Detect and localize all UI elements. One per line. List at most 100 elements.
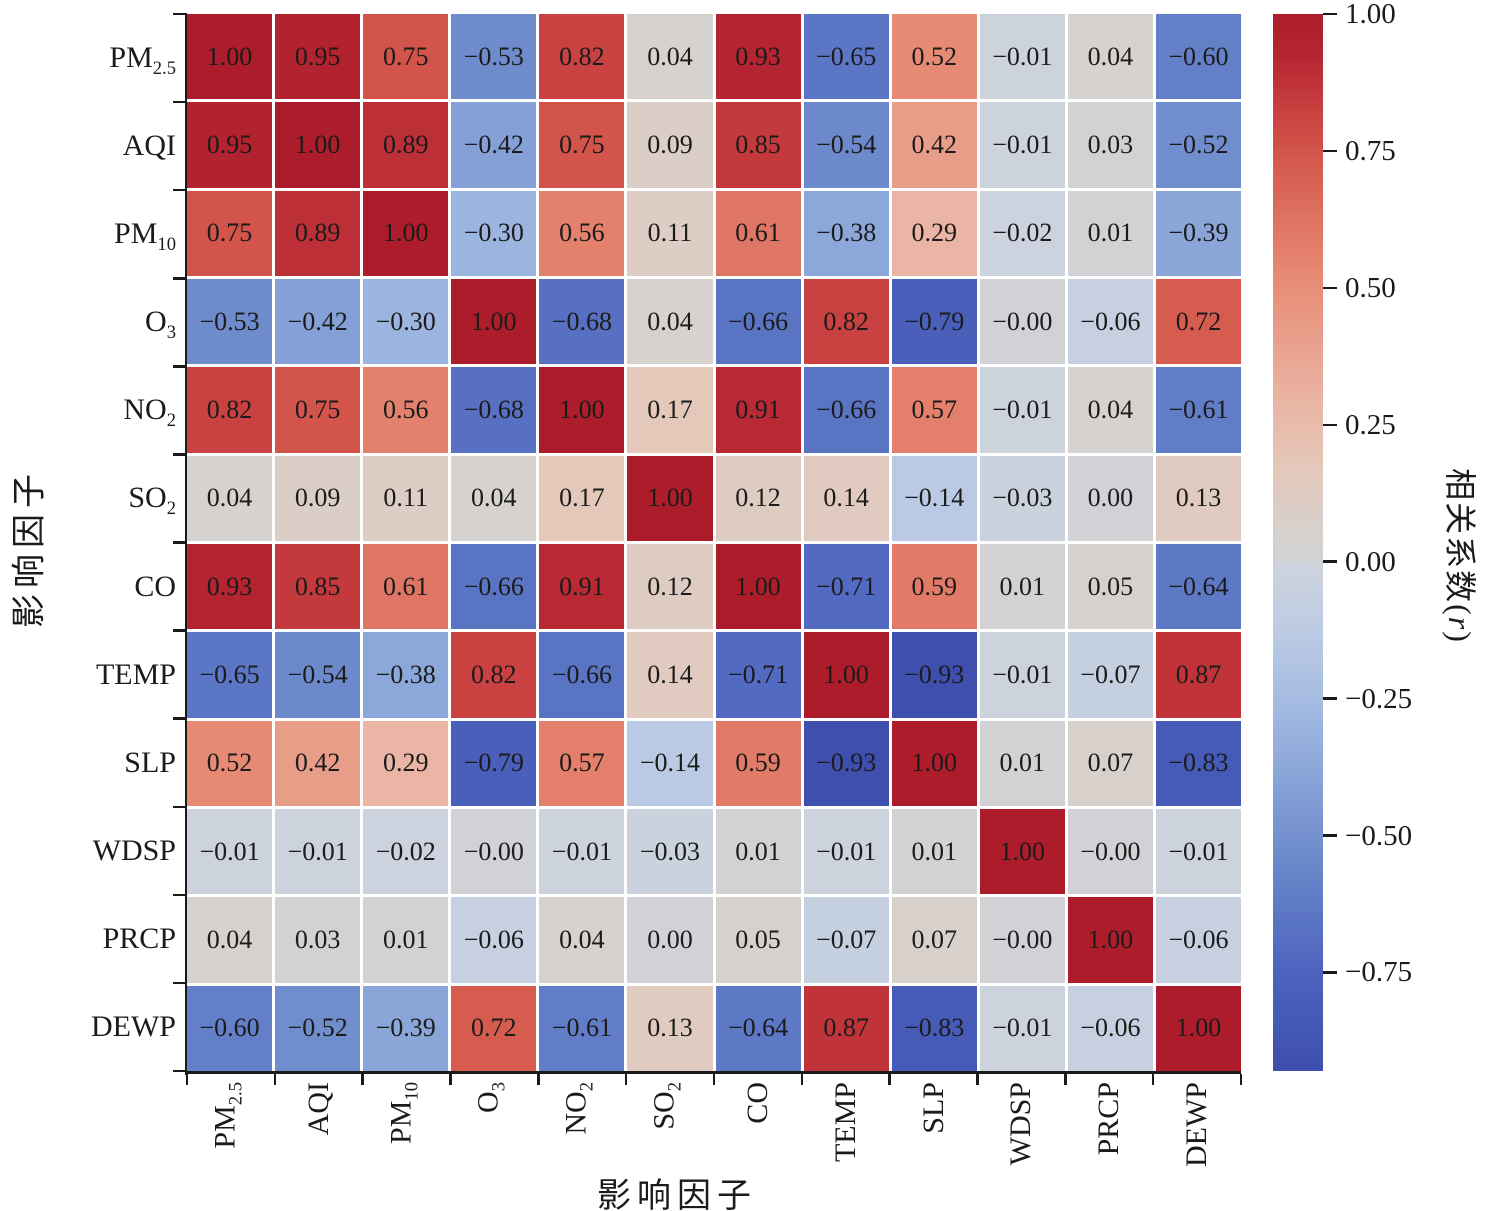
heatmap-cell: −0.65 [803,14,889,100]
heatmap-cell: −0.83 [891,985,977,1071]
heatmap-cell: 0.59 [891,544,977,630]
heatmap-cell: −0.60 [187,985,273,1071]
heatmap-cell: −0.00 [979,279,1065,365]
heatmap-cell: −0.66 [803,367,889,453]
heatmap-cell: −0.07 [803,897,889,983]
heatmap-cell: −0.68 [539,279,625,365]
heatmap-cell: −0.02 [979,190,1065,276]
heatmap-cell: 1.00 [451,279,537,365]
heatmap-cell: 0.14 [627,632,713,718]
heatmap-cell: −0.93 [803,720,889,806]
heatmap-grid: 1.00 0.95 0.75 −0.53 0.82 0.04 0.93 −0.65 0.52 −0… [187,14,1241,1071]
heatmap-cell: 0.01 [891,809,977,895]
heatmap-cell: −0.66 [539,632,625,718]
colorbar-tick-label: −0.50 [1345,819,1413,852]
heatmap-cell: −0.01 [539,809,625,895]
x-tick-label: PM2.5 [208,1082,247,1149]
y-tick-label: AQI [122,129,176,163]
colorbar-tick [1323,560,1337,563]
colorbar-tick [1323,286,1337,290]
colorbar-tick-label: 0.75 [1345,134,1396,167]
x-tick-label: NO2 [559,1082,598,1135]
heatmap-cell: −0.01 [979,14,1065,100]
x-axis-tick [1239,1073,1243,1085]
heatmap-cell: 0.95 [187,102,273,188]
heatmap-cell: 0.01 [979,544,1065,630]
heatmap-cell: 0.13 [1155,455,1241,541]
y-axis-tick [173,100,185,104]
heatmap-cell: 0.04 [627,279,713,365]
heatmap-cell: −0.01 [803,809,889,895]
heatmap-cell: 0.82 [803,279,889,365]
heatmap-cell: 0.59 [715,720,801,806]
heatmap-cell: −0.93 [891,632,977,718]
heatmap-cell: −0.64 [1155,544,1241,630]
heatmap-cell: −0.39 [1155,190,1241,276]
heatmap-cell: 0.04 [1067,14,1153,100]
y-tick-label: DEWP [91,1009,176,1043]
x-axis-tick [1151,1073,1155,1085]
y-axis-tick [173,893,185,897]
heatmap-cell: 0.05 [715,897,801,983]
y-axis-tick [173,717,185,720]
heatmap-cell: −0.14 [627,720,713,806]
heatmap-cell: −0.39 [363,985,449,1071]
heatmap-cell: 0.17 [627,367,713,453]
heatmap-cell: 0.75 [539,102,625,188]
y-axis-tick [173,365,185,368]
heatmap-cell: 1.00 [363,190,449,276]
y-axis-tick [173,981,185,985]
heatmap-cell: −0.01 [979,367,1065,453]
heatmap-cell: −0.02 [363,809,449,895]
y-axis-tick [173,12,185,16]
x-tick-label: CO [740,1082,774,1124]
heatmap-cell: 0.52 [187,720,273,806]
x-axis-title: 影响因子 [597,1178,757,1211]
heatmap-cell: 0.85 [715,102,801,188]
x-axis-tick [1064,1073,1067,1085]
heatmap-cell: −0.66 [715,279,801,365]
heatmap-cell: 1.00 [187,14,273,100]
heatmap-cell: 0.89 [275,190,361,276]
y-axis-spine [184,13,187,1075]
heatmap-cell: −0.06 [1067,279,1153,365]
heatmap-cell: −0.61 [1155,367,1241,453]
colorbar-tick [1323,697,1337,700]
heatmap-cell: 0.07 [1067,720,1153,806]
colorbar-title: 相关系数(r) [1442,468,1478,644]
heatmap-cell: 0.09 [275,455,361,541]
heatmap-cell: −0.01 [979,985,1065,1071]
heatmap-cell: 1.00 [275,102,361,188]
heatmap-cell: 1.00 [627,455,713,541]
colorbar-tick [1323,12,1337,16]
heatmap-cell: 0.75 [363,14,449,100]
heatmap-cell: 1.00 [1155,985,1241,1071]
heatmap-cell: 0.82 [451,632,537,718]
y-axis-tick [173,277,185,280]
heatmap-cell: 0.75 [187,190,273,276]
heatmap-cell: −0.79 [451,720,537,806]
x-axis-tick [624,1073,628,1085]
heatmap-cell: −0.30 [451,190,537,276]
y-tick-label: PRCP [102,921,176,955]
colorbar-tick [1323,834,1337,837]
heatmap-cell: 1.00 [891,720,977,806]
heatmap-cell: 0.61 [363,544,449,630]
x-tick-label: PRCP [1092,1082,1126,1156]
heatmap-cell: 0.13 [627,985,713,1071]
heatmap-cell: 0.87 [1155,632,1241,718]
x-axis-spine [184,1071,1241,1074]
x-tick-label: AQI [301,1082,335,1136]
heatmap-cell: 0.29 [891,190,977,276]
x-axis-tick [185,1073,189,1085]
heatmap-cell: −0.42 [275,279,361,365]
heatmap-cell: 1.00 [979,809,1065,895]
y-tick-label: O3 [145,305,176,344]
heatmap-cell: 0.52 [891,14,977,100]
x-tick-label: SLP [916,1082,950,1134]
heatmap-cell: −0.14 [891,455,977,541]
y-tick-label: WDSP [92,833,176,867]
heatmap-cell: 0.04 [187,897,273,983]
heatmap-cell: 0.17 [539,455,625,541]
colorbar-tick-label: 1.00 [1345,0,1396,30]
